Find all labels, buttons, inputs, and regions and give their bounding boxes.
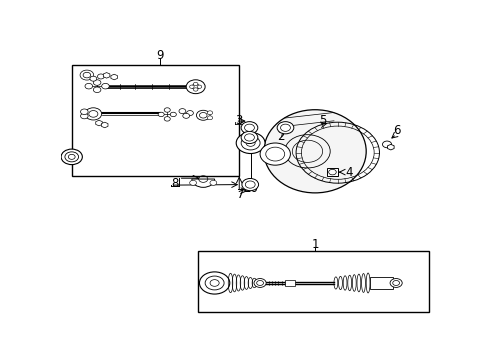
Circle shape	[179, 109, 185, 114]
FancyBboxPatch shape	[326, 168, 337, 176]
Text: 10: 10	[243, 182, 258, 195]
Ellipse shape	[264, 110, 366, 193]
Circle shape	[241, 131, 257, 144]
Circle shape	[210, 280, 219, 286]
Circle shape	[183, 113, 189, 118]
Circle shape	[193, 82, 198, 86]
Circle shape	[207, 116, 212, 120]
Circle shape	[193, 88, 198, 91]
Text: 1: 1	[311, 238, 318, 251]
Circle shape	[186, 80, 205, 94]
Text: 5: 5	[318, 114, 325, 127]
Circle shape	[207, 111, 212, 115]
Circle shape	[89, 111, 98, 117]
Circle shape	[164, 117, 170, 121]
Circle shape	[199, 112, 206, 118]
Circle shape	[90, 76, 97, 81]
Circle shape	[191, 84, 199, 90]
Circle shape	[245, 181, 255, 188]
Circle shape	[260, 143, 290, 165]
Circle shape	[245, 140, 255, 146]
Text: 9: 9	[156, 49, 163, 62]
Circle shape	[209, 180, 216, 185]
Circle shape	[189, 85, 194, 89]
Circle shape	[97, 74, 104, 79]
Text: 6: 6	[392, 124, 400, 137]
Circle shape	[280, 124, 290, 131]
Text: 7: 7	[237, 188, 244, 201]
Circle shape	[205, 276, 224, 290]
Text: 3: 3	[235, 114, 243, 127]
Circle shape	[199, 272, 229, 294]
Circle shape	[93, 80, 101, 85]
Circle shape	[80, 70, 94, 80]
Circle shape	[85, 84, 92, 89]
Circle shape	[85, 108, 102, 120]
Circle shape	[244, 134, 254, 141]
Circle shape	[93, 87, 101, 93]
Bar	[72, 66, 239, 176]
Text: 8: 8	[171, 177, 178, 190]
Circle shape	[164, 108, 170, 112]
Circle shape	[158, 112, 164, 117]
Circle shape	[256, 280, 263, 285]
Circle shape	[102, 84, 109, 89]
Circle shape	[277, 122, 293, 134]
Text: 4: 4	[345, 166, 352, 179]
Circle shape	[61, 149, 82, 165]
Circle shape	[65, 152, 79, 162]
Circle shape	[170, 112, 176, 117]
Circle shape	[189, 180, 196, 185]
Circle shape	[197, 85, 202, 89]
Circle shape	[68, 154, 75, 159]
Bar	[285, 280, 294, 286]
Circle shape	[186, 111, 193, 116]
Circle shape	[242, 179, 258, 191]
Circle shape	[244, 124, 254, 131]
Circle shape	[392, 280, 399, 285]
Circle shape	[253, 279, 265, 287]
Bar	[197, 251, 428, 312]
Wedge shape	[191, 179, 214, 187]
Circle shape	[81, 113, 88, 119]
Bar	[369, 278, 392, 288]
Circle shape	[196, 110, 210, 120]
Circle shape	[241, 136, 260, 150]
Circle shape	[81, 109, 88, 114]
Circle shape	[382, 141, 391, 148]
Circle shape	[389, 279, 401, 287]
Circle shape	[83, 72, 90, 78]
Circle shape	[236, 132, 264, 153]
Circle shape	[241, 122, 257, 134]
Text: 2: 2	[277, 130, 284, 143]
